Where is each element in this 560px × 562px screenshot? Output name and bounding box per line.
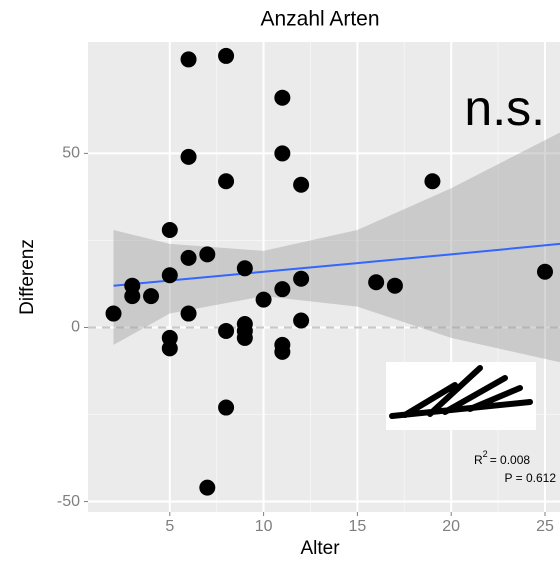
point bbox=[293, 176, 310, 193]
point bbox=[386, 277, 403, 294]
r2-value: = 0.008 bbox=[490, 453, 531, 467]
annotation: n.s. bbox=[464, 80, 545, 136]
inset-image bbox=[386, 362, 536, 430]
y-tick-label: 50 bbox=[62, 145, 80, 162]
point bbox=[274, 343, 291, 360]
point bbox=[274, 89, 291, 106]
point bbox=[218, 322, 235, 339]
point bbox=[180, 148, 197, 165]
point bbox=[161, 340, 178, 357]
point bbox=[274, 145, 291, 162]
point bbox=[105, 305, 122, 322]
point bbox=[143, 288, 160, 305]
x-tick-label: 15 bbox=[348, 518, 366, 535]
point bbox=[424, 173, 441, 190]
point bbox=[293, 270, 310, 287]
x-tick-label: 20 bbox=[442, 518, 460, 535]
y-tick-label: -50 bbox=[57, 493, 80, 510]
x-axis-label: Alter bbox=[300, 538, 340, 559]
point bbox=[274, 281, 291, 298]
p-value: P = 0.612 bbox=[505, 471, 557, 485]
point bbox=[368, 274, 385, 291]
point bbox=[218, 399, 235, 416]
x-tick-label: 10 bbox=[255, 518, 273, 535]
r2-letter: R bbox=[474, 453, 483, 467]
point bbox=[236, 260, 253, 277]
point bbox=[293, 312, 310, 329]
point bbox=[180, 249, 197, 266]
point bbox=[180, 51, 197, 68]
x-tick-label: 5 bbox=[165, 518, 174, 535]
r2-superscript: 2 bbox=[483, 449, 488, 459]
y-axis-label: Differenz bbox=[17, 239, 38, 315]
point bbox=[199, 479, 216, 496]
inset-background bbox=[386, 362, 536, 430]
y-tick-label: 0 bbox=[71, 319, 80, 336]
point bbox=[180, 305, 197, 322]
point bbox=[218, 173, 235, 190]
point bbox=[236, 329, 253, 346]
point bbox=[124, 288, 141, 305]
chart-title: Anzahl Arten bbox=[260, 8, 379, 31]
point bbox=[536, 263, 553, 280]
marks bbox=[88, 47, 560, 496]
regression-line bbox=[113, 242, 560, 287]
point bbox=[218, 47, 235, 64]
x-tick-label: 25 bbox=[536, 518, 554, 535]
confidence-band bbox=[113, 132, 560, 363]
point bbox=[199, 246, 216, 263]
branch-drawing bbox=[389, 365, 533, 419]
point bbox=[255, 291, 272, 308]
point bbox=[161, 222, 178, 238]
point bbox=[161, 267, 178, 284]
r2-label: R2 = 0.008 bbox=[474, 449, 530, 467]
